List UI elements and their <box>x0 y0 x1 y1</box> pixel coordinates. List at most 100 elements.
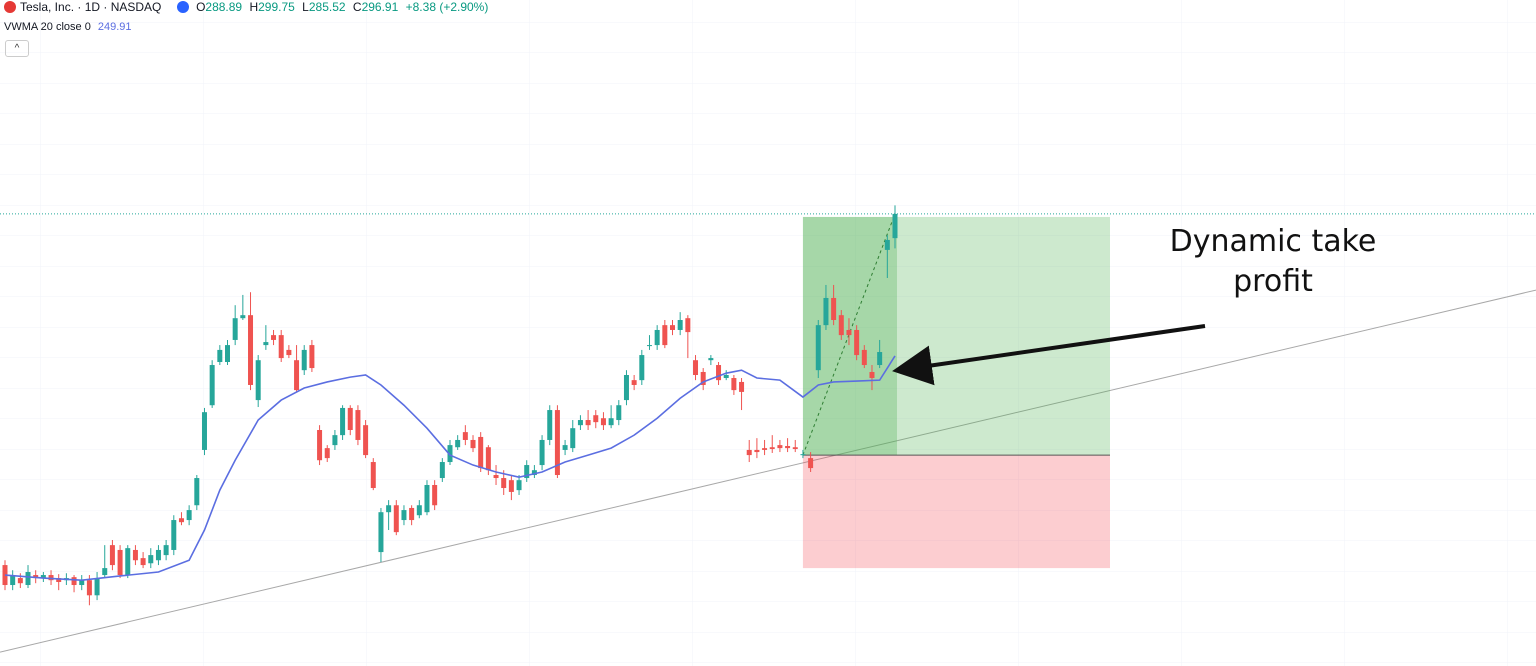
candle-body <box>508 480 514 492</box>
candle-body <box>892 213 898 239</box>
candle-body <box>838 315 844 336</box>
candle-body <box>424 484 430 513</box>
candle-body <box>94 578 100 596</box>
candle-body <box>493 475 499 479</box>
candle-body <box>17 578 23 584</box>
candle-body <box>539 439 545 466</box>
candle-body <box>56 578 62 582</box>
candle-body <box>109 545 115 566</box>
candle-body <box>125 548 131 576</box>
candle-body <box>854 329 860 356</box>
candle-body <box>232 318 238 340</box>
ohlc-label: C <box>352 0 362 14</box>
candle-body <box>646 345 652 347</box>
candle-body <box>631 380 637 385</box>
candle-body <box>623 375 629 401</box>
indicator-legend: VWMA 20 close 0 249.91 <box>4 21 132 33</box>
trend-line <box>0 289 1536 653</box>
candle-body <box>225 345 230 363</box>
candle-body <box>178 518 184 523</box>
candle-body <box>255 360 261 401</box>
candle-body <box>600 418 606 426</box>
candle-body <box>194 478 200 506</box>
candle-body <box>378 512 384 553</box>
header: Tesla, Inc. · 1D · NASDAQ O288.89 H299.7… <box>4 0 492 14</box>
candle-body <box>884 239 890 250</box>
candle-body <box>785 446 791 449</box>
trade-path <box>802 213 896 456</box>
candle-body <box>662 325 668 346</box>
candle-body <box>401 510 407 521</box>
candle-body <box>33 575 39 579</box>
symbol-icon <box>4 1 16 13</box>
candle-body <box>485 447 491 471</box>
open-value: 288.89 <box>205 0 243 14</box>
candle-body <box>654 329 660 346</box>
candle-body <box>554 410 560 476</box>
candle-body <box>347 407 353 430</box>
candle-body <box>286 349 292 356</box>
candle-body <box>585 420 591 426</box>
candle-body <box>447 445 453 463</box>
collapse-button[interactable]: ^ <box>5 40 29 57</box>
candle-body <box>25 572 31 586</box>
candle-body <box>700 371 706 385</box>
candle-body <box>562 445 568 450</box>
candle-body <box>731 378 737 391</box>
annotation-arrow <box>892 324 1206 386</box>
candle-body <box>332 435 338 446</box>
candle-body <box>800 454 806 456</box>
candle-body <box>762 448 768 450</box>
low-value: 285.52 <box>308 0 346 14</box>
candle-body <box>455 439 461 448</box>
profit-zone <box>802 216 1110 456</box>
candle-body <box>501 478 507 489</box>
candle-body <box>685 318 691 333</box>
candle-body <box>869 371 875 379</box>
candle-body <box>708 358 714 361</box>
candle-body <box>386 505 392 513</box>
candle-body <box>317 429 323 461</box>
candle-body <box>340 407 346 436</box>
candle-body <box>823 297 829 326</box>
candle-body <box>48 575 54 581</box>
indicator-name: VWMA 20 close 0 <box>4 21 91 33</box>
candle-body <box>248 315 254 385</box>
candle-body <box>577 420 583 426</box>
candle-body <box>608 418 614 426</box>
candle-body <box>516 480 522 491</box>
candle-body <box>723 375 729 379</box>
candle-body <box>271 335 277 340</box>
loss-zone <box>802 455 1110 569</box>
candle-body <box>132 549 138 561</box>
replay-icon[interactable] <box>176 1 189 13</box>
candle-body <box>677 320 683 330</box>
candle-body <box>240 315 246 319</box>
candle-body <box>155 549 161 561</box>
candle-body <box>478 436 484 469</box>
candle-body <box>693 360 699 376</box>
candle-body <box>263 342 269 346</box>
candle-body <box>739 381 745 392</box>
candle-body <box>117 549 123 576</box>
candle-body <box>2 565 8 586</box>
symbol: Tesla, Inc. · 1D · NASDAQ <box>20 0 162 14</box>
candle-body <box>148 555 154 564</box>
high-value: 299.75 <box>258 0 295 14</box>
candle-body <box>324 448 330 459</box>
vwma-line <box>4 355 896 581</box>
annotation: Dynamic take profit <box>1169 224 1377 299</box>
candle-body <box>439 462 445 479</box>
close-value: 296.91 <box>361 0 399 14</box>
candle-body <box>877 352 883 366</box>
candle-body <box>40 575 46 579</box>
candle-body <box>462 432 468 440</box>
candle-body <box>846 329 852 336</box>
candle-body <box>71 577 77 586</box>
candle-body <box>409 507 415 521</box>
change-value: +8.38 (+2.90%) <box>405 0 489 14</box>
ohlc-label: H <box>249 0 259 14</box>
candle-body <box>140 558 146 566</box>
candle-body <box>831 297 837 321</box>
